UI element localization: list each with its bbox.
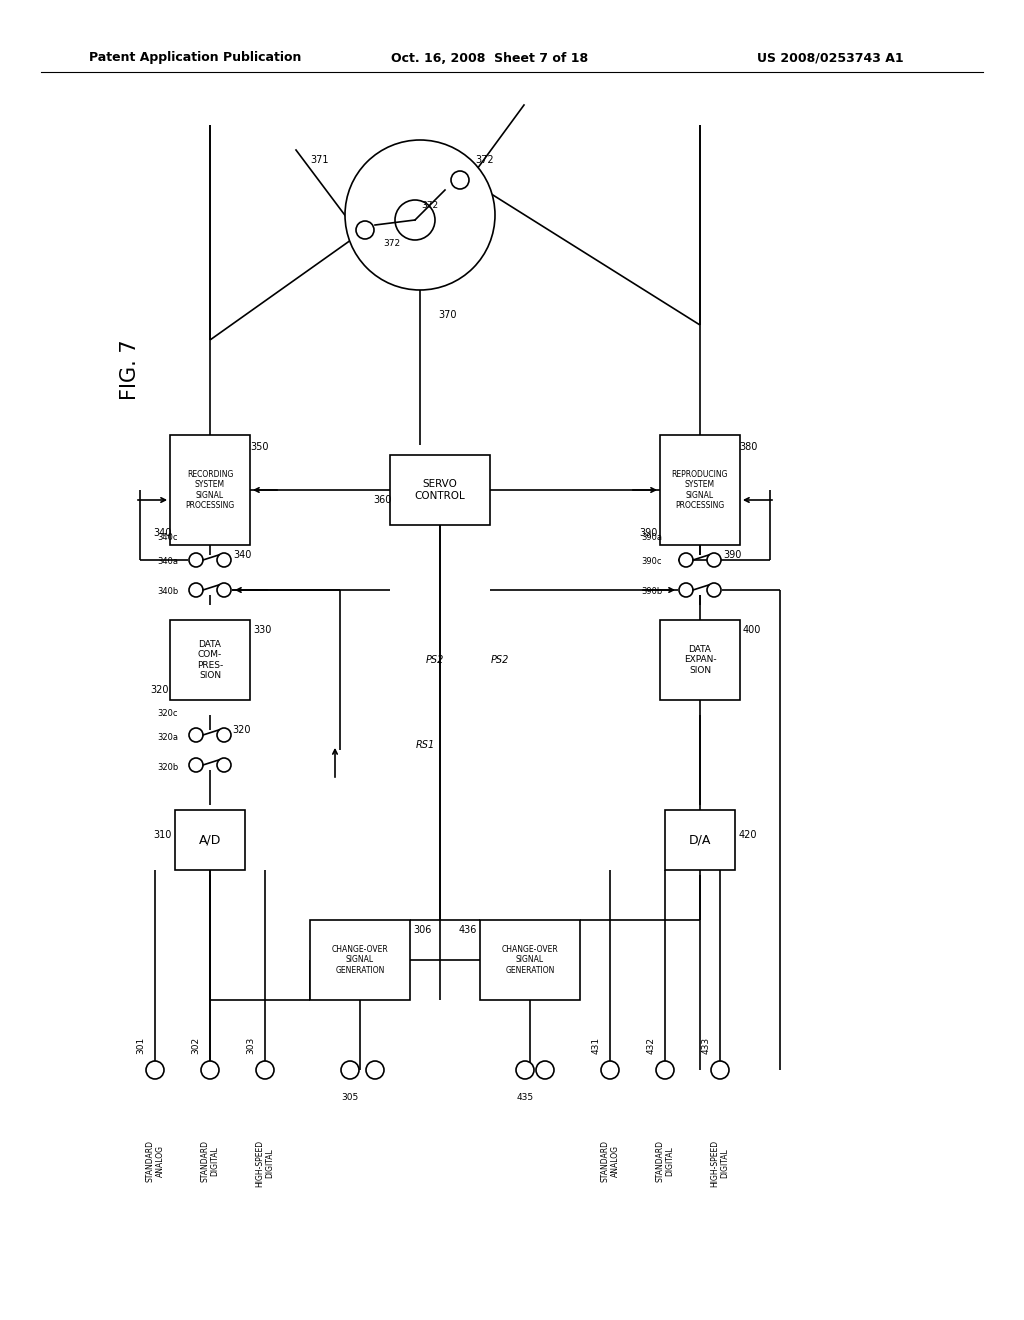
Text: 310: 310 bbox=[153, 830, 171, 840]
Circle shape bbox=[356, 220, 374, 239]
Text: CHANGE-OVER
SIGNAL
GENERATION: CHANGE-OVER SIGNAL GENERATION bbox=[332, 945, 388, 975]
Bar bbox=[660, 620, 740, 700]
Circle shape bbox=[189, 729, 203, 742]
Circle shape bbox=[451, 172, 469, 189]
Circle shape bbox=[341, 1061, 359, 1078]
Bar bbox=[170, 620, 250, 700]
Bar bbox=[170, 436, 250, 545]
Text: 380: 380 bbox=[738, 442, 757, 451]
Text: 301: 301 bbox=[136, 1036, 145, 1053]
Text: 436: 436 bbox=[459, 925, 477, 935]
Circle shape bbox=[189, 758, 203, 772]
Text: 390: 390 bbox=[639, 528, 657, 539]
Text: 420: 420 bbox=[738, 830, 758, 840]
Text: 435: 435 bbox=[516, 1093, 534, 1102]
Circle shape bbox=[656, 1061, 674, 1078]
Text: REPRODUCING
SYSTEM
SIGNAL
PROCESSING: REPRODUCING SYSTEM SIGNAL PROCESSING bbox=[672, 470, 728, 510]
Text: 372: 372 bbox=[383, 239, 400, 248]
Circle shape bbox=[256, 1061, 274, 1078]
Circle shape bbox=[217, 583, 231, 597]
Text: PS2: PS2 bbox=[490, 655, 509, 665]
Circle shape bbox=[189, 553, 203, 568]
Text: 372: 372 bbox=[422, 201, 438, 210]
Text: 370: 370 bbox=[438, 310, 458, 319]
Text: 390a: 390a bbox=[641, 533, 663, 543]
Text: STANDARD
ANALOG: STANDARD ANALOG bbox=[600, 1140, 620, 1181]
Circle shape bbox=[707, 553, 721, 568]
Text: FIG. 7: FIG. 7 bbox=[120, 339, 140, 400]
Text: SERVO
CONTROL: SERVO CONTROL bbox=[415, 479, 465, 500]
Text: 360: 360 bbox=[373, 495, 391, 506]
Circle shape bbox=[601, 1061, 618, 1078]
Text: 302: 302 bbox=[191, 1036, 201, 1053]
Text: 340b: 340b bbox=[158, 587, 178, 597]
Circle shape bbox=[707, 583, 721, 597]
Circle shape bbox=[516, 1061, 534, 1078]
Bar bbox=[660, 436, 740, 545]
Text: 320: 320 bbox=[151, 685, 169, 696]
Text: 303: 303 bbox=[247, 1036, 256, 1053]
Text: 320c: 320c bbox=[158, 709, 178, 718]
Text: STANDARD
DIGITAL: STANDARD DIGITAL bbox=[201, 1140, 220, 1181]
Text: HIGH-SPEED
DIGITAL: HIGH-SPEED DIGITAL bbox=[255, 1140, 274, 1187]
Text: 431: 431 bbox=[592, 1036, 600, 1053]
Text: 320a: 320a bbox=[158, 733, 178, 742]
Text: RECORDING
SYSTEM
SIGNAL
PROCESSING: RECORDING SYSTEM SIGNAL PROCESSING bbox=[185, 470, 234, 510]
Text: 350: 350 bbox=[251, 442, 269, 451]
Text: HIGH-SPEED
DIGITAL: HIGH-SPEED DIGITAL bbox=[711, 1140, 730, 1187]
Text: Oct. 16, 2008  Sheet 7 of 18: Oct. 16, 2008 Sheet 7 of 18 bbox=[391, 51, 589, 65]
Text: STANDARD
ANALOG: STANDARD ANALOG bbox=[145, 1140, 165, 1181]
Text: 340: 340 bbox=[153, 528, 171, 539]
Text: PS2: PS2 bbox=[426, 655, 444, 665]
Bar bbox=[665, 810, 735, 870]
Text: 433: 433 bbox=[701, 1036, 711, 1053]
Text: US 2008/0253743 A1: US 2008/0253743 A1 bbox=[757, 51, 903, 65]
Text: 372: 372 bbox=[476, 154, 495, 165]
Text: DATA
COM-
PRES-
SION: DATA COM- PRES- SION bbox=[197, 640, 223, 680]
Text: 320: 320 bbox=[232, 725, 251, 735]
Circle shape bbox=[217, 758, 231, 772]
Text: 340c: 340c bbox=[158, 533, 178, 543]
Text: CHANGE-OVER
SIGNAL
GENERATION: CHANGE-OVER SIGNAL GENERATION bbox=[502, 945, 558, 975]
Text: 432: 432 bbox=[646, 1036, 655, 1053]
Circle shape bbox=[366, 1061, 384, 1078]
Circle shape bbox=[217, 729, 231, 742]
Text: 330: 330 bbox=[253, 624, 271, 635]
Text: 390b: 390b bbox=[641, 587, 663, 597]
Text: STANDARD
DIGITAL: STANDARD DIGITAL bbox=[655, 1140, 675, 1181]
Text: 340: 340 bbox=[232, 550, 251, 560]
Text: 320b: 320b bbox=[158, 763, 178, 771]
Circle shape bbox=[679, 553, 693, 568]
Text: 306: 306 bbox=[413, 925, 431, 935]
Circle shape bbox=[146, 1061, 164, 1078]
Circle shape bbox=[711, 1061, 729, 1078]
Circle shape bbox=[189, 583, 203, 597]
Circle shape bbox=[201, 1061, 219, 1078]
Text: 305: 305 bbox=[341, 1093, 358, 1102]
Circle shape bbox=[536, 1061, 554, 1078]
Circle shape bbox=[345, 140, 495, 290]
Text: DATA
EXPAN-
SION: DATA EXPAN- SION bbox=[684, 645, 717, 675]
Bar bbox=[175, 810, 245, 870]
Circle shape bbox=[217, 553, 231, 568]
Text: 340a: 340a bbox=[158, 557, 178, 566]
Bar bbox=[390, 455, 490, 525]
Text: 390: 390 bbox=[723, 550, 741, 560]
Bar bbox=[310, 920, 410, 1001]
Text: 371: 371 bbox=[310, 154, 330, 165]
Text: A/D: A/D bbox=[199, 833, 221, 846]
Bar bbox=[480, 920, 580, 1001]
Circle shape bbox=[395, 201, 435, 240]
Text: Patent Application Publication: Patent Application Publication bbox=[89, 51, 301, 65]
Text: D/A: D/A bbox=[689, 833, 712, 846]
Text: 390c: 390c bbox=[642, 557, 663, 566]
Text: RS1: RS1 bbox=[416, 741, 434, 750]
Text: 400: 400 bbox=[742, 624, 761, 635]
Circle shape bbox=[679, 583, 693, 597]
